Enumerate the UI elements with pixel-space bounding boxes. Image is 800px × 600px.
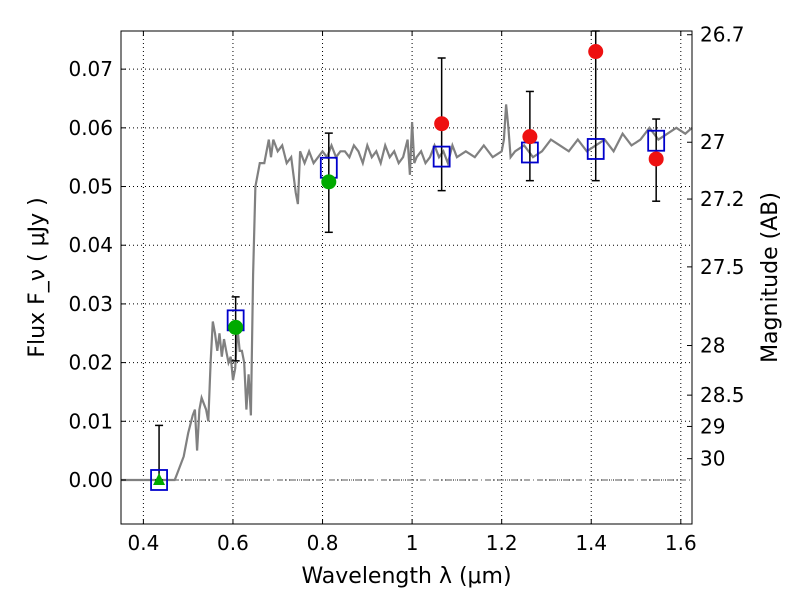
magnitude-tick-label: 30 <box>700 447 725 471</box>
model-box <box>586 138 605 160</box>
magnitude-tick-label: 27.2 <box>700 187 745 211</box>
y2-axis-label: Magnitude (AB) <box>758 192 783 363</box>
x-tick-labels: 0.4 0.6 0.8 1 1.2 1.4 1.6 <box>127 531 696 555</box>
x-tick-label: 0.8 <box>307 531 339 555</box>
model-box <box>647 129 666 152</box>
model-box <box>432 145 451 168</box>
green-point <box>321 174 337 190</box>
grid <box>121 31 692 524</box>
magnitude-tick-label: 27 <box>700 130 725 154</box>
x-tick-label: 0.4 <box>127 531 159 555</box>
model-boxes <box>150 129 666 491</box>
triangle-point <box>153 472 166 485</box>
axis-ticks <box>121 31 692 524</box>
y-tick-labels: 0.00 0.01 0.02 0.03 0.04 0.05 0.06 0.07 <box>68 57 113 492</box>
error-bars <box>155 30 661 481</box>
red-point <box>434 116 450 132</box>
y-tick-label: 0.02 <box>68 351 113 375</box>
x-tick-label: 0.6 <box>217 531 249 555</box>
x-axis-label: Wavelength λ (μm) <box>301 564 511 589</box>
x-tick-label: 1 <box>406 531 419 555</box>
x-tick-label: 1.6 <box>665 531 697 555</box>
magnitude-tick-label: 28 <box>700 334 725 358</box>
y-tick-label: 0.00 <box>68 468 113 492</box>
magnitude-tick-label: 27.5 <box>700 255 745 279</box>
data-points <box>153 44 664 485</box>
x-tick-label: 1.2 <box>486 531 518 555</box>
red-point <box>522 129 538 145</box>
y-tick-label: 0.01 <box>68 409 113 433</box>
y-tick-label: 0.03 <box>68 292 113 316</box>
y-tick-label: 0.04 <box>68 233 113 257</box>
model-box <box>150 469 168 491</box>
y-tick-label: 0.05 <box>68 175 113 199</box>
plot-frame <box>120 30 693 525</box>
magnitude-tick-labels: 26.7 27 27.2 27.5 28 28.5 29 30 <box>700 23 745 471</box>
y-tick-label: 0.07 <box>68 57 113 81</box>
red-point <box>648 151 664 167</box>
y-tick-label: 0.06 <box>68 116 113 140</box>
magnitude-tick-label: 29 <box>700 414 725 438</box>
y-axis-label: Flux F_ν ( μJy ) <box>25 197 50 357</box>
magnitude-tick-label: 28.5 <box>700 383 745 407</box>
spectrum-line <box>121 104 693 482</box>
red-point <box>588 44 604 60</box>
magnitude-tick-label: 26.7 <box>700 23 745 47</box>
x-tick-label: 1.4 <box>575 531 607 555</box>
green-point <box>228 319 244 335</box>
